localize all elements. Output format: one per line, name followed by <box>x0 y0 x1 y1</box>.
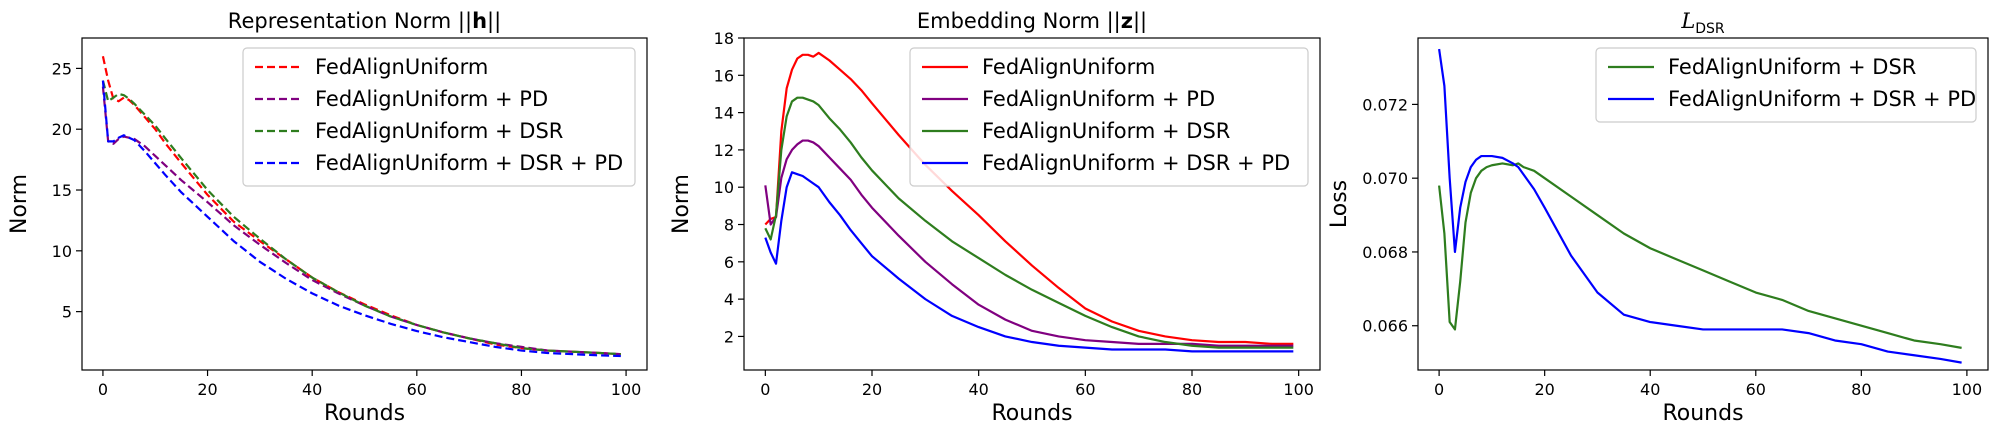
legend: FedAlignUniform FedAlignUniform + PD FedAl… <box>909 47 1309 187</box>
series-line-2 <box>764 139 1294 347</box>
chart-panel-3: 0 20 40 60 80 100 0.066 0.068 0.070 0.072 Rounds Lo… <box>1327 9 1989 426</box>
series-line-1 <box>1438 162 1962 349</box>
series-line-4 <box>764 171 1294 353</box>
y-tick-label: 14 <box>714 104 734 123</box>
x-tick-label: 0 <box>98 380 108 399</box>
legend-label: FedAlignUniform + DSR + PD <box>982 151 1290 175</box>
y-tick-label: 6 <box>724 253 734 272</box>
series-line-3 <box>764 96 1294 349</box>
y-tick-label: 10 <box>714 178 734 197</box>
y-axis-label: Norm <box>7 174 32 234</box>
legend-label: FedAlignUniform <box>982 55 1155 79</box>
y-tick-label: 25 <box>52 59 72 78</box>
legend-box <box>242 47 636 187</box>
x-tick-label: 80 <box>1851 380 1871 399</box>
legend-box <box>1595 47 1977 123</box>
series-line-2 <box>1438 48 1962 364</box>
chart-panel-1: 0 20 40 60 80 100 5 10 15 20 25 Rounds Norm Represent… <box>7 9 648 426</box>
legend-label: FedAlignUniform + DSR + PD <box>1668 87 1976 111</box>
y-tick-label: 20 <box>52 120 72 139</box>
plot-frame <box>81 37 648 371</box>
legend-label: FedAlignUniform + PD <box>982 87 1215 111</box>
legend-label: FedAlignUniform + DSR + PD <box>315 151 623 175</box>
x-tick-label: 80 <box>511 380 531 399</box>
chart-title: LDSR <box>1680 9 1725 37</box>
y-tick-label: 12 <box>714 141 734 160</box>
legend: FedAlignUniform FedAlignUniform + PD FedAl… <box>242 47 636 187</box>
legend-label: FedAlignUniform + DSR <box>315 119 563 143</box>
y-tick-label: 16 <box>714 66 734 85</box>
x-tick-label: 100 <box>611 380 642 399</box>
legend-box <box>909 47 1309 187</box>
legend-label: FedAlignUniform + DSR <box>1668 55 1916 79</box>
series-line-3 <box>101 80 621 356</box>
x-tick-label: 40 <box>302 380 322 399</box>
legend: FedAlignUniform + DSR FedAlignUniform + D… <box>1595 47 1977 123</box>
legend-label: FedAlignUniform <box>315 55 488 79</box>
x-tick-label: 100 <box>1283 380 1314 399</box>
y-tick-label: 2 <box>724 327 734 346</box>
x-tick-label: 60 <box>1746 380 1766 399</box>
chart-title: Embedding Norm ||z|| <box>917 9 1147 34</box>
plot-frame <box>743 37 1321 371</box>
x-tick-label: 60 <box>407 380 427 399</box>
y-tick-label: 0.072 <box>1362 95 1408 114</box>
y-tick-label: 10 <box>52 242 72 261</box>
x-axis-label: Rounds <box>324 401 405 426</box>
y-tick-label: 5 <box>62 303 72 322</box>
chart-panel-2: 0 20 40 60 80 100 2 4 6 8 10 12 14 16 18 Rounds Norm Embe… <box>669 9 1321 426</box>
y-tick-label: 15 <box>52 181 72 200</box>
y-axis-label: Loss <box>1327 180 1352 228</box>
x-tick-label: 40 <box>968 380 988 399</box>
y-tick-label: 0.068 <box>1362 243 1408 262</box>
x-tick-label: 20 <box>862 380 882 399</box>
series-line-1 <box>764 51 1294 345</box>
x-tick-label: 100 <box>1952 380 1983 399</box>
series-line-2 <box>101 86 621 356</box>
chart-title: Representation Norm ||h|| <box>228 9 501 34</box>
x-tick-label: 60 <box>1075 380 1095 399</box>
y-tick-label: 8 <box>724 216 734 235</box>
y-tick-label: 0.066 <box>1362 317 1408 336</box>
y-tick-label: 18 <box>714 29 734 48</box>
x-tick-label: 80 <box>1182 380 1202 399</box>
x-axis-label: Rounds <box>991 401 1072 426</box>
x-tick-label: 20 <box>1534 380 1554 399</box>
plot-frame <box>1417 37 1989 371</box>
x-axis-label: Rounds <box>1662 401 1743 426</box>
legend-label: FedAlignUniform + PD <box>315 87 548 111</box>
y-axis-label: Norm <box>669 174 694 234</box>
y-tick-label: 4 <box>724 290 734 309</box>
x-tick-label: 40 <box>1640 380 1660 399</box>
x-tick-label: 0 <box>760 380 770 399</box>
y-tick-label: 0.070 <box>1362 169 1408 188</box>
series-line-4 <box>101 80 621 358</box>
legend-label: FedAlignUniform + DSR <box>982 119 1230 143</box>
x-tick-label: 20 <box>197 380 217 399</box>
x-tick-label: 0 <box>1434 380 1444 399</box>
